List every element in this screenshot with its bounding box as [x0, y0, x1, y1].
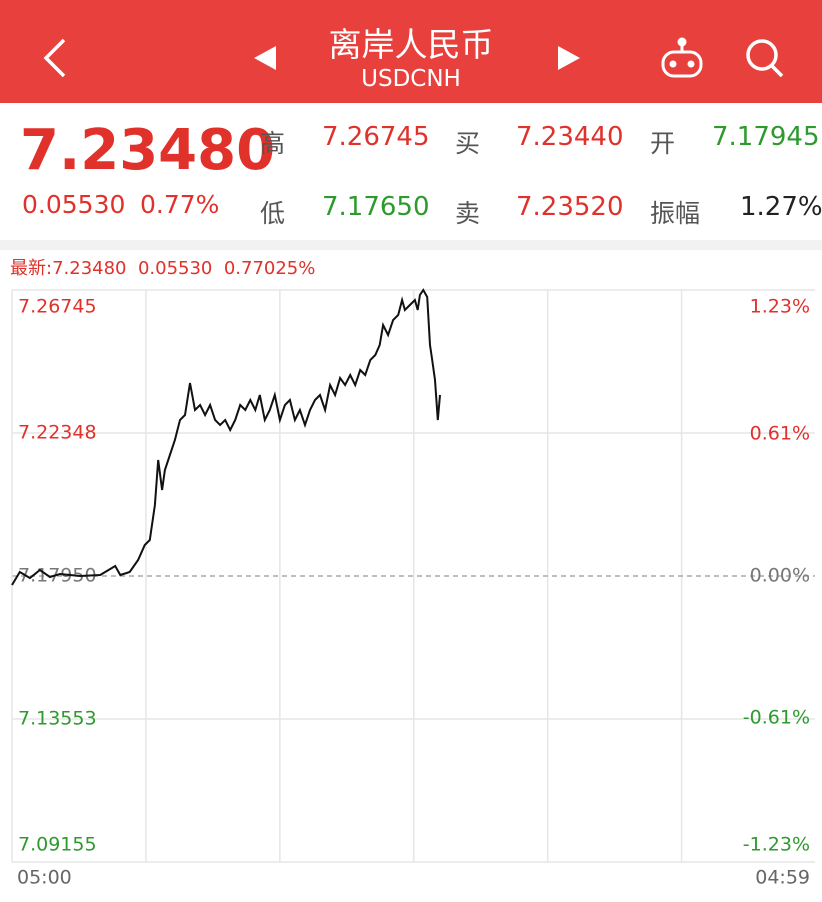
value: 7.26745	[322, 122, 430, 152]
label: 高	[260, 129, 286, 158]
value: 7.17945	[712, 122, 820, 152]
y2-tick-label: 0.00%	[750, 565, 810, 587]
y-tick-label: 7.26745	[18, 296, 97, 318]
next-button[interactable]	[558, 46, 580, 70]
value: 7.17650	[322, 192, 430, 222]
y2-tick-label: 0.61%	[750, 423, 810, 445]
change: 0.05530	[22, 190, 126, 219]
y-tick-label: 7.09155	[18, 834, 97, 856]
prev-button[interactable]	[254, 46, 276, 70]
x-tick-label: 05:00	[17, 867, 72, 889]
y2-tick-label: -1.23%	[743, 834, 810, 856]
subtitle: USDCNH	[361, 66, 461, 92]
label: 卖	[455, 199, 481, 228]
change-pct: 0.77%	[140, 190, 220, 219]
label: 开	[650, 129, 676, 158]
value: 7.23440	[516, 122, 624, 152]
label: 振幅	[650, 199, 701, 228]
y2-tick-label: -0.61%	[743, 706, 810, 728]
x-tick-label: 04:59	[755, 867, 810, 889]
y-tick-label: 7.13553	[18, 707, 97, 729]
separator	[0, 240, 822, 250]
value: 1.27%	[740, 192, 822, 222]
y-tick-label: 7.22348	[18, 421, 97, 443]
back-button[interactable]	[43, 38, 66, 78]
title: 离岸人民币	[328, 25, 494, 64]
price: 7.23480	[20, 118, 276, 183]
y2-tick-label: 1.23%	[750, 296, 810, 318]
robot-button[interactable]	[661, 37, 703, 78]
header-bar: 离岸人民币 USDCNH	[0, 0, 822, 103]
label: 低	[260, 199, 286, 228]
chart: 最新:7.23480 0.05530 0.77025% 7.09155 7.135…	[10, 258, 815, 889]
chart-summary: 最新:7.23480 0.05530 0.77025%	[10, 258, 315, 279]
value: 7.23520	[516, 192, 624, 222]
label: 买	[455, 129, 481, 158]
header-icons	[43, 37, 784, 78]
price-line	[11, 288, 441, 586]
search-button[interactable]	[746, 39, 784, 78]
